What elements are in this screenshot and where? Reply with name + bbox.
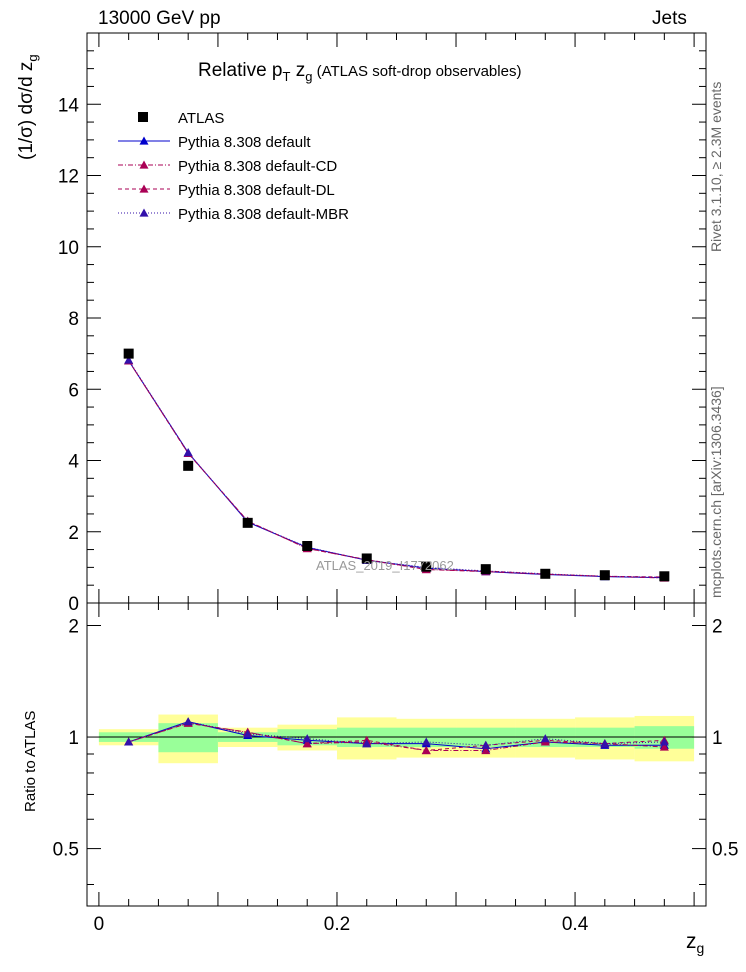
axis-ticks (87, 32, 706, 906)
atlas-marker-9 (659, 571, 670, 582)
y-tick-label-4: 8 (68, 309, 79, 330)
legend-marker-4 (139, 208, 149, 217)
ratio-line-0 (128, 721, 665, 750)
series-line-2 (128, 360, 665, 578)
process-label: Jets (652, 8, 687, 29)
series-marker-3-1 (183, 448, 193, 457)
legend-marker-3 (139, 184, 149, 193)
title-rest: (ATLAS soft-drop observables) (312, 63, 522, 80)
ratio-marker-3-9 (659, 737, 669, 746)
y-tick-label-2: 4 (68, 452, 79, 473)
y-tick-label-5: 10 (58, 238, 79, 259)
ratio-tick-label-right-0: 0.5 (712, 840, 738, 861)
ratio-marker-1-9 (659, 742, 669, 751)
ratio-tick-label-right-2: 2 (712, 616, 723, 637)
title-sub-g: g (305, 68, 313, 84)
title-z: z (290, 60, 306, 81)
atlas-marker-3 (302, 541, 313, 551)
series-marker-3-0 (124, 355, 134, 364)
band-inner-1 (158, 723, 218, 753)
legend-label-1: Pythia 8.308 default (178, 134, 311, 151)
y-tick-label-1: 2 (68, 523, 79, 544)
ratio-marker-3-7 (540, 734, 550, 743)
legend-label-4: Pythia 8.308 default-MBR (178, 206, 349, 223)
atlas-marker-6 (480, 564, 491, 575)
atlas-marker-7 (540, 568, 551, 579)
legend-marker-2 (139, 160, 149, 169)
ratio-marker-3-3 (302, 734, 312, 743)
ratio-marker-3-4 (362, 739, 372, 748)
legend-marker-1 (139, 136, 149, 145)
x-axis-label-text: z (686, 930, 697, 953)
atlas-marker-2 (242, 517, 253, 528)
ratio-marker-1-6 (481, 745, 491, 755)
ratio-marker-3-0 (124, 737, 134, 746)
y-tick-label-0: 0 (68, 594, 79, 615)
series-line-1 (128, 360, 665, 579)
energy-label: 13000 GeV pp (98, 8, 221, 29)
legend: ATLAS Pythia 8.308 default Pythia 8.308 de… (118, 110, 349, 223)
y-tick-label-7: 14 (58, 95, 80, 116)
x-axis-label: zg (686, 930, 704, 956)
y-tick-label-6: 12 (58, 167, 79, 188)
ratio-tick-label-right-1: 1 (712, 728, 723, 749)
legend-label-0: ATLAS (178, 110, 224, 127)
title-sub-t: T (282, 68, 291, 84)
legend-label-2: Pythia 8.308 default-CD (178, 158, 337, 175)
ratio-lines (128, 721, 665, 751)
ratio-tick-label-left-1: 1 (68, 728, 79, 749)
chart-title: Relative pT zg (ATLAS soft-drop observab… (198, 60, 521, 84)
ratio-marker-3-5 (421, 737, 431, 746)
ratio-tick-label-left-2: 2 (68, 616, 79, 637)
ratio-marker-2-5 (421, 745, 431, 755)
x-tick-label-1: 0.2 (324, 914, 350, 935)
title-main: Relative p (198, 60, 283, 81)
series-line-0 (128, 360, 665, 579)
x-tick-label-2: 0.4 (562, 914, 589, 935)
atlas-marker-0 (123, 348, 134, 359)
atlas-marker-8 (599, 570, 610, 581)
y-tick-label-3: 6 (68, 380, 79, 401)
ratio-line-3 (128, 721, 665, 746)
markers (123, 348, 670, 755)
analysis-watermark: ATLAS_2019_I1772062 (316, 558, 454, 573)
x-axis-label-sub: g (696, 940, 705, 957)
series-line-3 (128, 359, 665, 578)
legend-marker-0 (138, 112, 148, 122)
ratio-marker-3-8 (600, 739, 610, 748)
atlas-marker-1 (183, 460, 194, 471)
main-lines (128, 359, 665, 579)
x-tick-label-0: 0 (94, 914, 105, 935)
atlas-marker-4 (361, 553, 372, 564)
ratio-marker-3-6 (481, 740, 491, 749)
ratio-marker-3-1 (183, 717, 193, 726)
ratio-marker-3-2 (243, 729, 253, 738)
legend-label-3: Pythia 8.308 default-DL (178, 182, 335, 199)
atlas-marker-5 (421, 561, 432, 572)
ratio-marker-2-3 (302, 739, 312, 748)
ratio-tick-label-left-0: 0.5 (53, 840, 79, 861)
